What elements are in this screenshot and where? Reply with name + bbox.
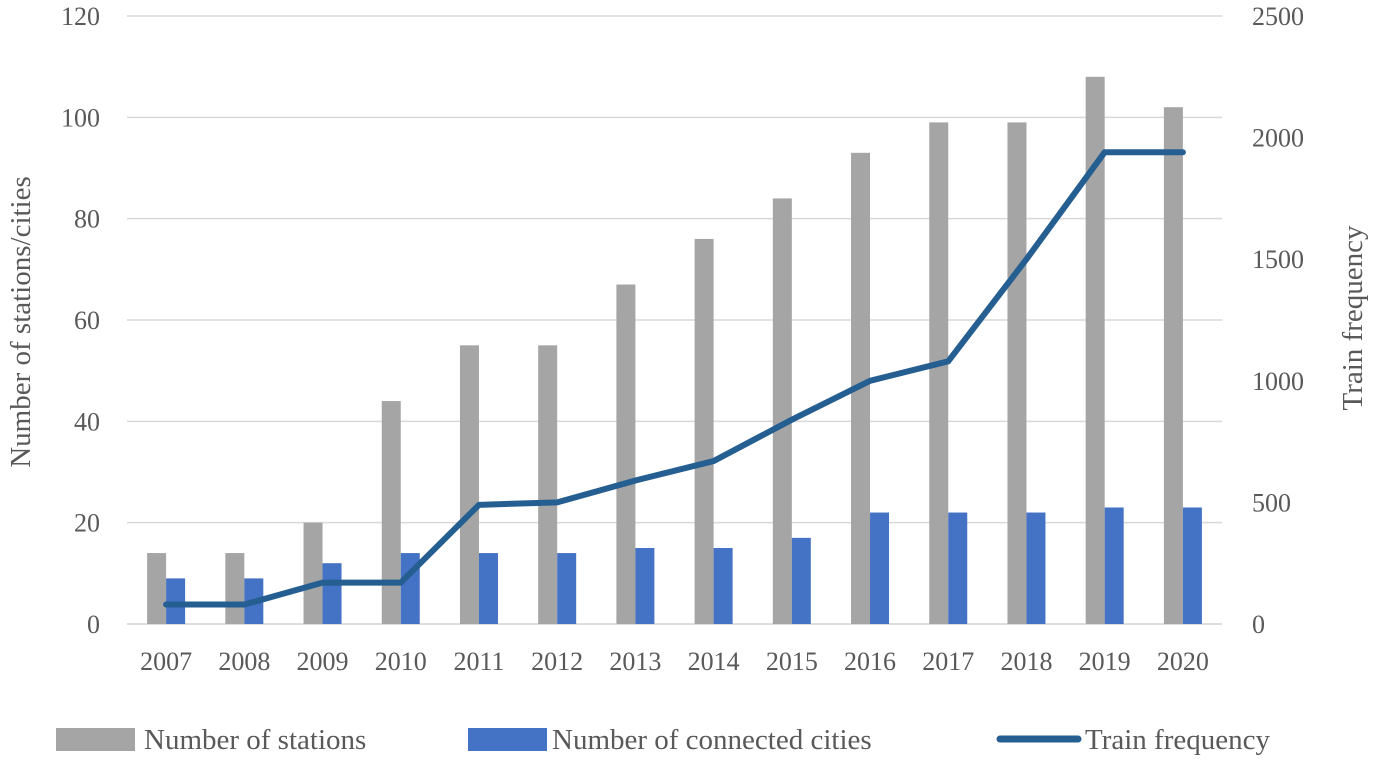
right-tick-label-2000: 2000 xyxy=(1252,124,1304,153)
x-tick-label-2019: 2019 xyxy=(1079,647,1131,676)
x-tick-label-2013: 2013 xyxy=(609,647,661,676)
left-tick-label-40: 40 xyxy=(74,407,100,436)
bar-number-of-connected-cities-2017 xyxy=(948,512,968,624)
gridlines xyxy=(127,15,1222,625)
bar-number-of-stations-2010 xyxy=(381,401,401,624)
bar-number-of-connected-cities-2018 xyxy=(1026,512,1046,624)
legend-label-number-of-stations: Number of stations xyxy=(144,724,366,756)
right-axis-title: Train frequency xyxy=(1337,225,1369,410)
bar-number-of-stations-2017 xyxy=(929,122,949,625)
bar-number-of-connected-cities-2016 xyxy=(870,512,890,624)
bar-number-of-connected-cities-2015 xyxy=(791,537,811,624)
legend-label-train-frequency: Train frequency xyxy=(1085,724,1270,756)
bar-number-of-connected-cities-2013 xyxy=(635,548,655,624)
bar-number-of-stations-2012 xyxy=(538,345,558,624)
left-tick-label-120: 120 xyxy=(61,2,100,31)
bar-number-of-stations-2011 xyxy=(459,345,479,624)
bar-number-of-connected-cities-2009 xyxy=(322,563,342,624)
bar-number-of-connected-cities-2011 xyxy=(478,553,498,624)
left-tick-label-100: 100 xyxy=(61,103,100,132)
bar-number-of-connected-cities-2014 xyxy=(713,548,733,624)
x-tick-label-2016: 2016 xyxy=(844,647,896,676)
legend: Number of stations Number of connected ci… xyxy=(56,724,1270,756)
bars xyxy=(147,76,1202,625)
train-frequency-line xyxy=(163,149,1186,608)
right-axis-ticks: 0 500 1000 1500 2000 2500 xyxy=(1252,2,1304,639)
bar-number-of-stations-2019 xyxy=(1085,76,1105,625)
right-tick-label-1000: 1000 xyxy=(1252,367,1304,396)
bar-number-of-stations-2018 xyxy=(1007,122,1027,625)
bar-number-of-stations-2015 xyxy=(772,198,792,624)
left-tick-label-60: 60 xyxy=(74,306,100,335)
bar-number-of-stations-2014 xyxy=(694,238,714,624)
right-tick-label-500: 500 xyxy=(1252,488,1291,517)
bar-number-of-stations-2008 xyxy=(225,553,245,624)
legend-swatch-number-of-connected-cities xyxy=(468,728,547,751)
legend-label-number-of-connected-cities: Number of connected cities xyxy=(552,724,872,756)
legend-swatch-number-of-stations xyxy=(56,728,135,751)
x-tick-label-2008: 2008 xyxy=(218,647,270,676)
x-tick-label-2010: 2010 xyxy=(375,647,427,676)
left-axis-title: Number of stations/cities xyxy=(5,176,37,468)
left-tick-label-80: 80 xyxy=(74,205,100,234)
right-tick-label-2500: 2500 xyxy=(1252,2,1304,31)
train-frequency-line-layer xyxy=(163,149,1186,608)
x-tick-label-2015: 2015 xyxy=(766,647,818,676)
bar-number-of-stations-2013 xyxy=(616,284,636,624)
x-tick-label-2017: 2017 xyxy=(922,647,974,676)
x-tick-label-2018: 2018 xyxy=(1000,647,1052,676)
x-tick-label-2014: 2014 xyxy=(688,647,740,676)
right-tick-label-0: 0 xyxy=(1252,610,1265,639)
bar-number-of-stations-2020 xyxy=(1163,107,1183,624)
x-tick-label-2007: 2007 xyxy=(140,647,192,676)
bar-number-of-connected-cities-2007 xyxy=(166,578,186,624)
bar-number-of-stations-2009 xyxy=(303,522,323,624)
x-tick-label-2020: 2020 xyxy=(1157,647,1209,676)
left-tick-label-20: 20 xyxy=(74,509,100,538)
x-tick-label-2012: 2012 xyxy=(531,647,583,676)
bar-number-of-connected-cities-2012 xyxy=(557,553,577,624)
x-tick-label-2011: 2011 xyxy=(453,647,504,676)
bar-number-of-connected-cities-2019 xyxy=(1104,507,1124,624)
bar-number-of-stations-2007 xyxy=(147,553,167,624)
left-axis-ticks: 0 20 40 60 80 100 120 xyxy=(61,2,100,639)
bar-number-of-connected-cities-2020 xyxy=(1182,507,1202,624)
right-tick-label-1500: 1500 xyxy=(1252,245,1304,274)
x-axis-ticks: 2007 2008 2009 2010 2011 2012 2013 2014 2015 2016… xyxy=(140,647,1209,676)
left-tick-label-0: 0 xyxy=(87,610,100,639)
x-tick-label-2009: 2009 xyxy=(297,647,349,676)
